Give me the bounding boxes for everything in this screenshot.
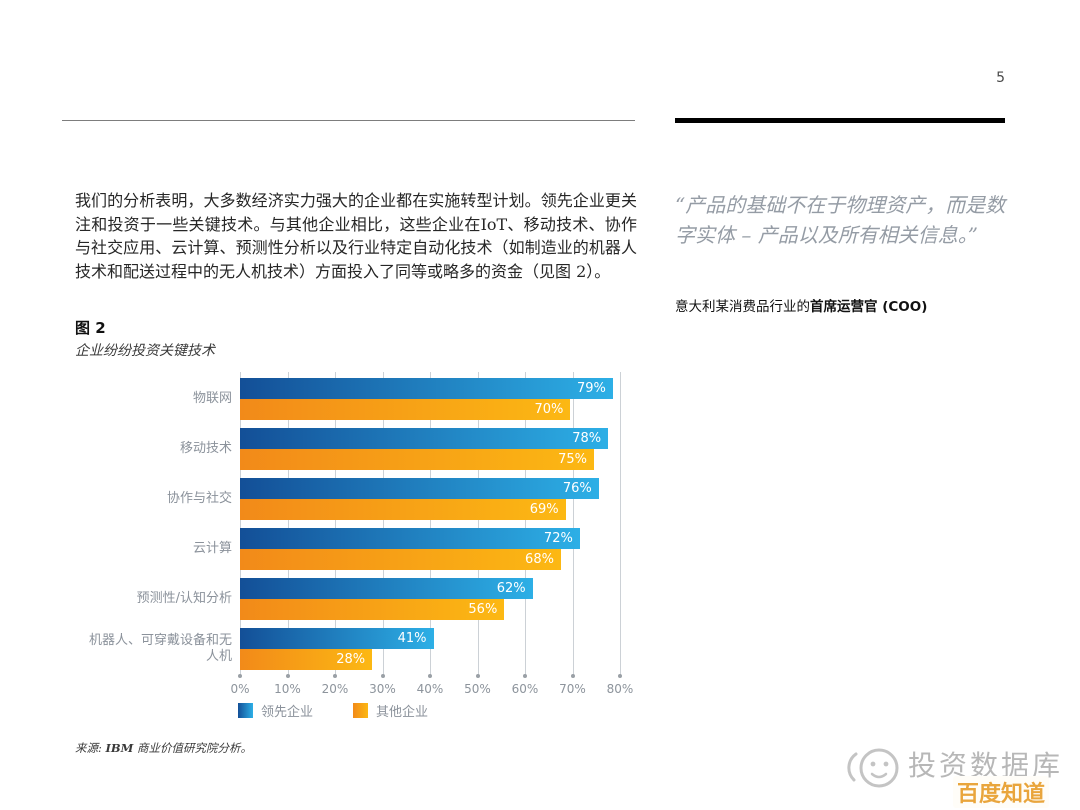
bar-other-companies: 28% bbox=[240, 649, 373, 670]
quote-attribution: 意大利某消费品行业的首席运营官 (COO) bbox=[675, 295, 1015, 315]
axis-tick-dot bbox=[285, 674, 290, 678]
axis-tick-label: 60% bbox=[511, 682, 539, 696]
grid-line bbox=[335, 372, 336, 676]
legend-swatch bbox=[353, 702, 368, 718]
quote-attribution-bold: 首席运营官 (COO) bbox=[810, 299, 928, 315]
bar-leading-companies: 78% bbox=[240, 428, 609, 449]
bar-leading-companies: 62% bbox=[240, 578, 533, 599]
bar-value-label: 68% bbox=[525, 552, 554, 567]
source-note: 来源: IBM 商业价值研究院分析。 bbox=[75, 740, 252, 756]
bar-leading-companies: 79% bbox=[240, 378, 613, 399]
bar-value-label: 70% bbox=[534, 402, 564, 417]
bar-value-label: 56% bbox=[468, 602, 498, 617]
legend-label: 领先企业 bbox=[261, 704, 314, 720]
grid-line bbox=[430, 372, 431, 676]
figure-subtitle: 企业纷纷投资关键技术 bbox=[75, 343, 215, 359]
axis-tick-label: 30% bbox=[369, 682, 396, 696]
bar-leading-companies: 72% bbox=[240, 528, 580, 549]
axis-tick-label: 80% bbox=[606, 682, 634, 696]
grid-line bbox=[572, 372, 574, 676]
axis-tick-label: 10% bbox=[274, 682, 301, 696]
page-number: 5 bbox=[996, 70, 1005, 86]
category-label: 机器人、可穿戴设备和无人机 bbox=[88, 633, 232, 664]
grid-line bbox=[287, 372, 289, 676]
bar-value-label: 75% bbox=[558, 452, 587, 467]
category-label: 预测性/认知分析 bbox=[136, 591, 232, 606]
watermark-badge: 百度知道 bbox=[953, 776, 1050, 808]
bar-other-companies: 69% bbox=[240, 499, 566, 520]
body-paragraph: 我们的分析表明，大多数经济实力强大的企业都在实施转型计划。领先企业更关注和投资于… bbox=[75, 191, 637, 281]
bar-value-label: 69% bbox=[529, 502, 559, 517]
bar-value-label: 41% bbox=[397, 631, 427, 646]
axis-tick-dot bbox=[380, 674, 385, 678]
axis-tick-dot bbox=[333, 674, 337, 678]
axis-tick-dot bbox=[475, 674, 480, 678]
axis-tick-label: 20% bbox=[321, 682, 349, 696]
watermark-logo-icon bbox=[847, 748, 899, 788]
grid-line bbox=[382, 372, 384, 676]
legend-item: 领先企业 bbox=[238, 702, 314, 720]
bar-value-label: 62% bbox=[496, 581, 526, 596]
bar-other-companies: 56% bbox=[240, 599, 505, 620]
category-label: 物联网 bbox=[192, 391, 232, 406]
axis-tick-dot bbox=[618, 674, 622, 678]
axis-tick-label: 70% bbox=[559, 682, 586, 696]
category-label: 协作与社交 bbox=[166, 491, 232, 506]
bar-other-companies: 70% bbox=[240, 399, 571, 420]
bar-chart: 0% 10% 20% 30% 40% 50% 60% 70% 80% 物联网 79% 70% 移动技术 7… bbox=[0, 370, 690, 730]
legend-item: 其他企业 bbox=[353, 702, 429, 720]
header-rule-left bbox=[62, 120, 635, 121]
header-rule-right bbox=[675, 118, 1005, 123]
bar-leading-companies: 41% bbox=[240, 628, 434, 649]
bar-value-label: 78% bbox=[572, 431, 602, 446]
axis-tick-dot bbox=[523, 674, 527, 678]
axis-tick-label: 40% bbox=[416, 682, 444, 696]
pull-quote: “产品的基础不在于物理资产，而是数字实体 – 产品以及所有相关信息。” bbox=[675, 193, 1006, 247]
figure-label: 图 2 bbox=[75, 319, 106, 337]
bar-value-label: 72% bbox=[543, 531, 573, 546]
grid-line bbox=[477, 372, 479, 676]
bar-other-companies: 68% bbox=[240, 549, 561, 570]
axis-tick-dot bbox=[570, 674, 575, 678]
category-label: 移动技术 bbox=[179, 441, 232, 456]
grid-line bbox=[620, 372, 621, 676]
grid-line bbox=[525, 372, 526, 676]
legend-label: 其他企业 bbox=[376, 704, 429, 720]
quote-attribution-regular: 意大利某消费品行业的 bbox=[675, 299, 810, 315]
axis-tick-label: 0% bbox=[230, 682, 250, 696]
source-org: IBM bbox=[105, 741, 134, 755]
axis-tick-dot bbox=[428, 674, 432, 678]
axis-tick-label: 50% bbox=[464, 682, 491, 696]
bar-other-companies: 75% bbox=[240, 449, 594, 470]
bar-leading-companies: 76% bbox=[240, 478, 599, 499]
source-prefix: 来源: bbox=[75, 741, 106, 755]
grid-line bbox=[240, 372, 241, 676]
axis-tick-dot bbox=[238, 674, 242, 678]
legend-swatch bbox=[238, 702, 253, 718]
bar-value-label: 28% bbox=[336, 652, 366, 667]
bar-value-label: 79% bbox=[576, 381, 606, 396]
bar-value-label: 76% bbox=[562, 481, 592, 496]
source-suffix: 商业价值研究院分析。 bbox=[133, 741, 253, 755]
category-label: 云计算 bbox=[192, 541, 232, 556]
